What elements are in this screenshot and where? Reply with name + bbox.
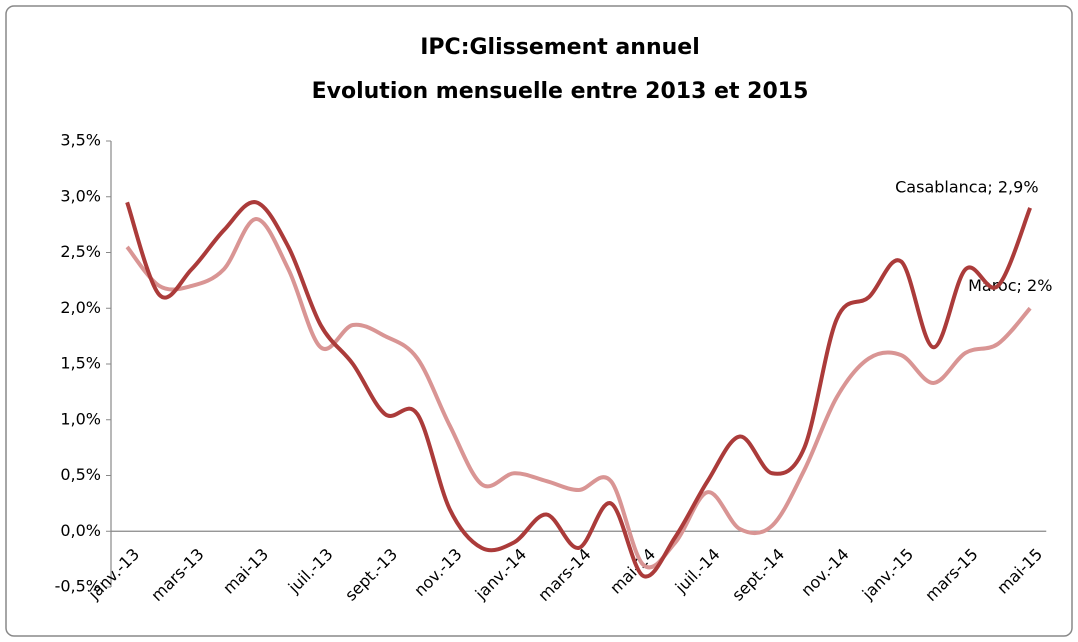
chart-subtitle: Evolution mensuelle entre 2013 et 2015 <box>312 79 809 104</box>
chart-title: IPC:Glissement annuel <box>420 35 699 60</box>
y-tick-label: 2,0% <box>60 298 101 317</box>
line-series <box>125 200 1032 579</box>
y-tick-label: 3,5% <box>60 131 101 150</box>
y-tick-label: 1,0% <box>60 409 101 428</box>
y-tick-label: 0,5% <box>60 465 101 484</box>
y-tick-label: 2,5% <box>60 242 101 261</box>
chart-border <box>5 5 1073 637</box>
data-label: Maroc; 2% <box>968 276 1052 295</box>
data-label: Casablanca; 2,9% <box>895 177 1038 196</box>
y-tick-label: 0,0% <box>60 521 101 540</box>
y-tick-label: 3,0% <box>60 186 101 205</box>
line-series <box>125 217 1032 570</box>
y-tick-label: -0,5% <box>55 577 101 596</box>
y-tick-label: 1,5% <box>60 354 101 373</box>
